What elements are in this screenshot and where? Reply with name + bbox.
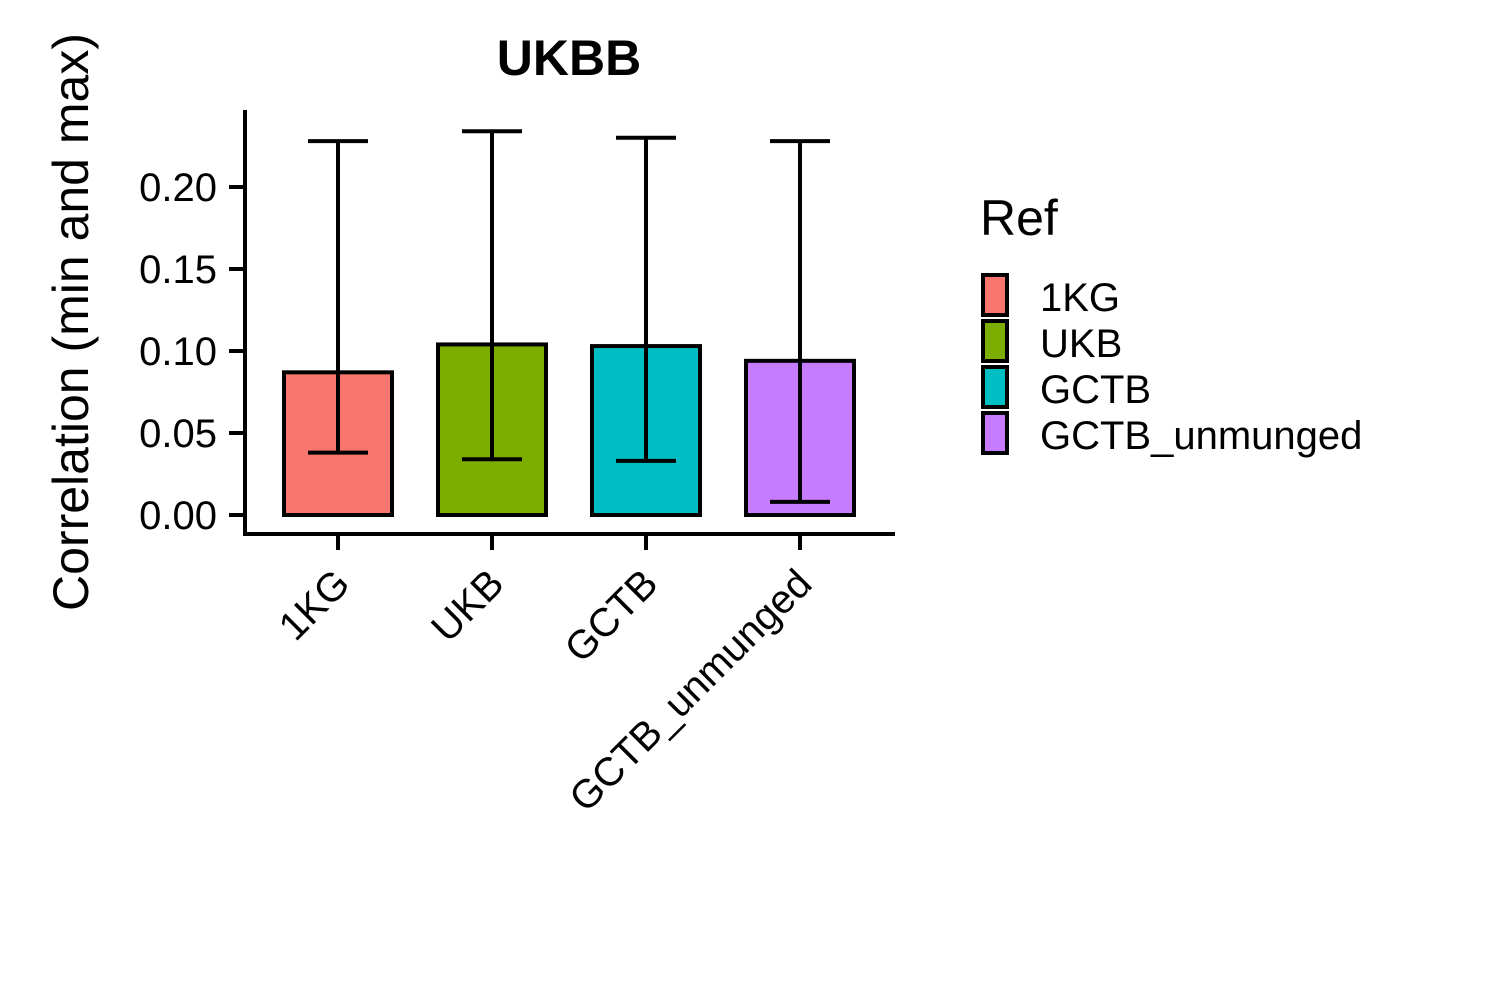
x-tick-label: UKB — [423, 561, 512, 650]
legend-label-UKB: UKB — [1040, 322, 1122, 366]
error-bar-1KG — [308, 139, 368, 455]
legend-key-GCTB_unmunged — [981, 411, 1009, 455]
y-axis-title: Correlation (min and max) — [43, 33, 99, 611]
y-tick-label: 0.10 — [139, 330, 217, 374]
error-bar-GCTB_unmunged — [770, 139, 830, 504]
y-tick-label: 0.15 — [139, 248, 217, 292]
error-bar-GCTB — [616, 135, 676, 463]
error-bar-UKB — [462, 129, 522, 462]
y-tick-label: 0.20 — [139, 166, 217, 210]
chart-title: UKBB — [497, 30, 641, 86]
legend-title: Ref — [980, 190, 1058, 246]
legend-label-GCTB: GCTB — [1040, 368, 1151, 412]
legend-key-GCTB — [981, 365, 1009, 409]
legend-label-GCTB_unmunged: GCTB_unmunged — [1040, 414, 1362, 458]
legend-key-UKB — [981, 319, 1009, 363]
x-tick-label: 1KG — [271, 561, 359, 649]
y-tick-label: 0.00 — [139, 494, 217, 538]
x-tick-label: GCTB — [557, 561, 667, 671]
y-tick-label: 0.05 — [139, 412, 217, 456]
legend-label-1KG: 1KG — [1040, 276, 1120, 320]
legend-key-1KG — [981, 273, 1009, 317]
